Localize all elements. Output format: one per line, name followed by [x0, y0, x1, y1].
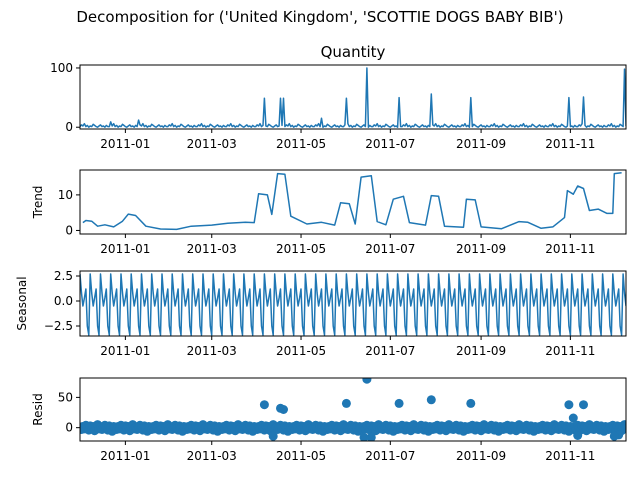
resid-point — [579, 400, 588, 410]
x-tick-label: 2011-07 — [365, 242, 415, 256]
figure-title: Decomposition for ('United Kingdom', 'SC… — [76, 8, 563, 26]
resid-point — [359, 432, 369, 441]
resid-point — [573, 431, 583, 440]
x-tick-label: 2011-09 — [456, 344, 506, 358]
y-tick-label: 10 — [58, 188, 73, 202]
resid-point — [366, 432, 376, 441]
resid-point — [259, 400, 269, 410]
x-tick-label: 2011-03 — [187, 137, 237, 151]
x-tick-label: 2011-09 — [456, 137, 506, 151]
resid-point — [426, 395, 436, 405]
observed-marks — [80, 67, 626, 128]
x-tick-label: 2011-03 — [187, 344, 237, 358]
resid-point — [279, 405, 288, 414]
trend-marks — [82, 172, 622, 231]
x-tick-label: 2011-07 — [365, 137, 415, 151]
x-tick-label: 2011-07 — [365, 344, 415, 358]
x-tick-label: 2011-09 — [456, 242, 506, 256]
resid-ylabel: Resid — [31, 393, 45, 425]
trend-series-line — [82, 172, 622, 231]
seasonal-axes-frame — [79, 270, 627, 337]
x-tick-label: 2011-05 — [276, 242, 326, 256]
x-tick-label: 2011-01 — [100, 137, 150, 151]
y-tick-label: −2.5 — [44, 319, 73, 333]
resid-point — [268, 431, 278, 441]
x-tick-label: 2011-03 — [187, 242, 237, 256]
panel-trend: Trend 2011-01 2011-03 2011-05 2011-07 2011-09… — [31, 169, 627, 256]
y-tick-label: 0 — [65, 120, 73, 134]
panel-resid: Resid 2011-01 2011-03 2011-05 2011-07 2011-09… — [31, 377, 627, 463]
y-tick-label: 0 — [65, 223, 73, 237]
observed-title: Quantity — [321, 43, 386, 61]
seasonal-ylabel: Seasonal — [15, 276, 29, 330]
resid-point — [609, 431, 619, 441]
x-tick-label: 2011-03 — [187, 449, 237, 463]
x-tick-label: 2011-01 — [100, 242, 150, 256]
x-tick-label: 2011-01 — [100, 449, 150, 463]
x-tick-label: 2011-11 — [545, 242, 595, 256]
observed-series-line — [80, 67, 626, 128]
resid-point — [466, 398, 476, 408]
y-tick-label: 0 — [65, 421, 73, 435]
y-tick-label: 50 — [58, 390, 73, 404]
resid-point — [362, 378, 372, 384]
resid-marks — [80, 378, 626, 441]
seasonal-marks — [80, 273, 626, 336]
panel-observed: Quantity 2011-01 2011-03 2011-05 2011-07 2011… — [50, 43, 627, 151]
y-tick-label: 100 — [50, 61, 73, 75]
x-tick-label: 2011-05 — [276, 449, 326, 463]
x-tick-label: 2011-11 — [545, 137, 595, 151]
panel-seasonal: Seasonal 2011-01 2011-03 2011-05 2011-07 2011… — [15, 269, 627, 358]
resid-point — [564, 400, 574, 410]
resid-point — [621, 424, 626, 434]
x-tick-label: 2011-01 — [100, 344, 150, 358]
resid-point — [394, 398, 404, 408]
panels: Quantity 2011-01 2011-03 2011-05 2011-07 2011… — [15, 43, 627, 463]
x-tick-label: 2011-07 — [365, 449, 415, 463]
resid-point — [568, 413, 578, 423]
y-tick-label: 2.5 — [54, 269, 73, 283]
observed-axes-frame — [79, 64, 627, 130]
y-tick-label: 0.0 — [54, 294, 73, 308]
seasonal-series-line — [80, 273, 626, 336]
trend-axes-frame — [79, 169, 627, 235]
resid-point — [341, 398, 351, 408]
x-tick-label: 2011-11 — [545, 344, 595, 358]
x-tick-label: 2011-09 — [456, 449, 506, 463]
x-tick-label: 2011-11 — [545, 449, 595, 463]
trend-ylabel: Trend — [31, 186, 45, 220]
resid-axes-frame — [79, 377, 627, 442]
x-tick-label: 2011-05 — [276, 137, 326, 151]
x-tick-label: 2011-05 — [276, 344, 326, 358]
